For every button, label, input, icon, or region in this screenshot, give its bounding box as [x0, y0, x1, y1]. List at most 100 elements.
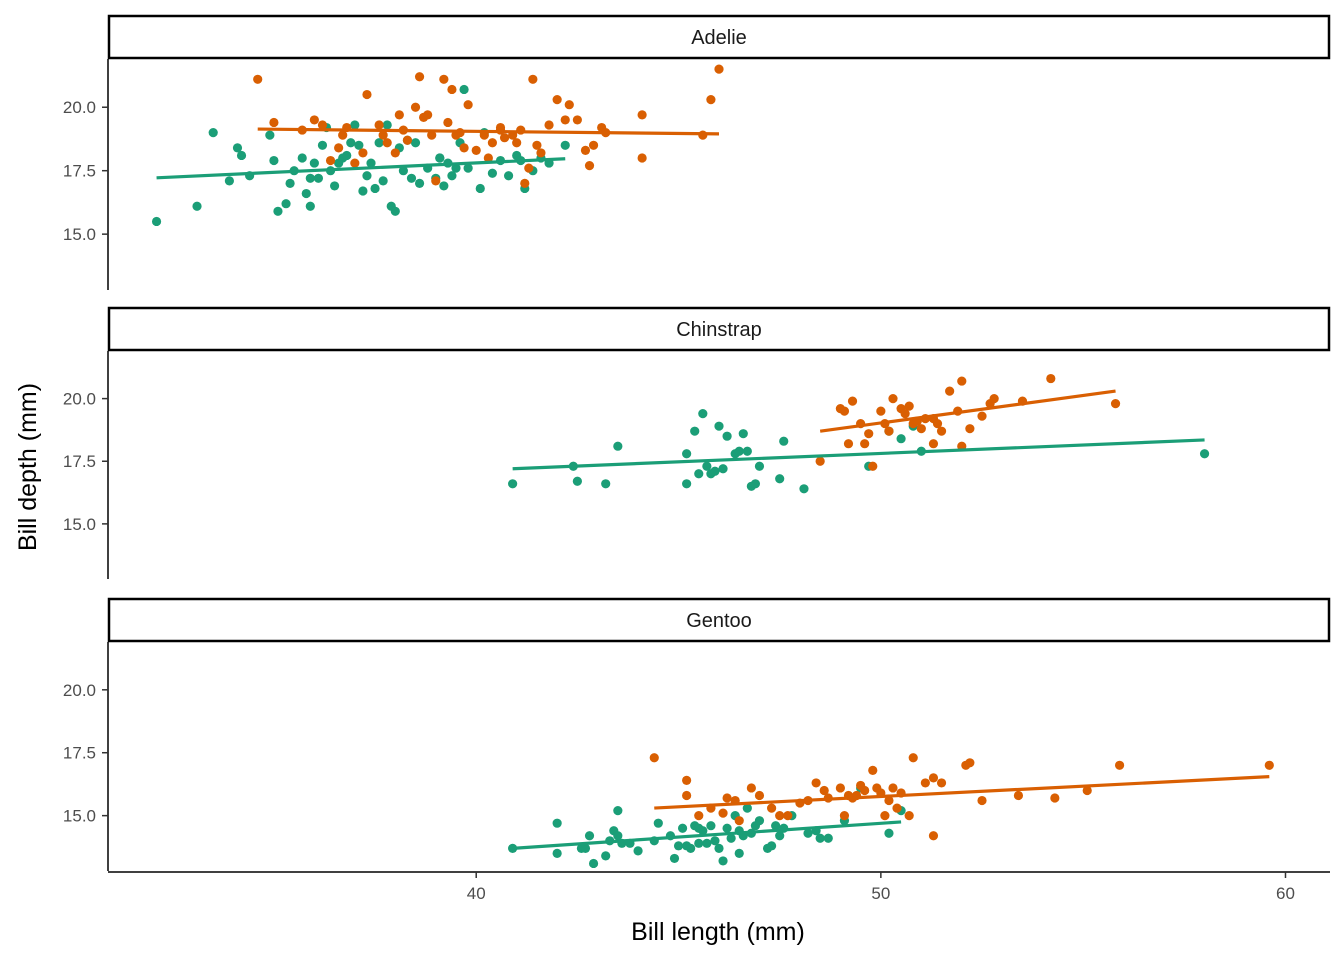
- trend-line: [819, 389, 1116, 433]
- panel-chinstrap: Chinstrap 15.0 17.5 20.0: [63, 306, 1331, 579]
- data-point: [524, 163, 534, 173]
- data-point: [682, 775, 692, 786]
- data-point: [928, 439, 939, 449]
- data-point: [503, 171, 514, 181]
- data-point: [888, 783, 898, 793]
- data-point: [771, 821, 781, 831]
- data-point: [945, 386, 955, 396]
- data-point: [439, 74, 449, 84]
- data-point: [309, 115, 319, 125]
- data-point: [370, 183, 380, 194]
- data-point: [580, 843, 591, 853]
- data-point: [888, 394, 898, 404]
- data-point: [965, 424, 975, 434]
- data-point: [552, 818, 562, 828]
- data-point: [499, 133, 510, 143]
- data-point: [317, 120, 328, 130]
- data-point: [779, 436, 789, 446]
- data-point: [564, 100, 574, 110]
- data-point: [965, 758, 975, 768]
- data-point: [710, 836, 720, 846]
- data-point: [382, 120, 392, 130]
- data-point: [714, 843, 724, 853]
- data-point: [342, 150, 352, 161]
- data-point: [718, 808, 728, 818]
- data-point: [815, 833, 825, 843]
- data-point: [742, 446, 752, 456]
- data-point: [714, 64, 724, 74]
- data-point: [936, 778, 947, 788]
- data-point: [613, 831, 623, 841]
- data-point: [572, 476, 582, 486]
- data-point: [414, 178, 425, 188]
- data-point: [151, 216, 162, 227]
- data-point: [767, 841, 777, 851]
- data-point: [819, 785, 829, 796]
- data-point: [884, 828, 894, 838]
- data-point: [508, 843, 518, 853]
- data-point: [313, 173, 324, 183]
- data-point: [977, 795, 987, 806]
- data-point: [896, 434, 906, 444]
- data-point: [718, 464, 728, 474]
- data-point: [459, 143, 469, 153]
- data-point: [932, 419, 943, 429]
- data-point: [775, 474, 785, 484]
- data-point: [864, 429, 874, 439]
- y-tick-label: 17.5: [63, 162, 96, 181]
- data-point: [839, 406, 850, 416]
- data-point: [880, 811, 890, 821]
- data-point: [754, 461, 765, 471]
- data-point: [269, 117, 279, 128]
- trend-line: [257, 127, 720, 136]
- data-point: [686, 843, 696, 853]
- data-point: [423, 110, 433, 120]
- data-point: [325, 155, 336, 166]
- data-point: [884, 426, 894, 436]
- data-point: [528, 74, 538, 84]
- data-point: [560, 140, 570, 150]
- data-point: [390, 148, 400, 158]
- data-point: [1013, 790, 1024, 801]
- data-point: [374, 120, 384, 130]
- data-point: [694, 811, 704, 821]
- data-point: [722, 431, 732, 441]
- trend-line: [654, 775, 1270, 810]
- data-point: [329, 181, 340, 191]
- y-tick-label: 20.0: [63, 681, 96, 700]
- data-point: [734, 446, 744, 456]
- data-point: [702, 838, 712, 848]
- data-point: [815, 456, 825, 466]
- data-point: [451, 163, 461, 173]
- data-point: [439, 181, 449, 191]
- data-point: [305, 173, 315, 183]
- y-axis-title: Bill depth (mm): [14, 383, 42, 551]
- data-point: [487, 168, 498, 178]
- data-point: [301, 188, 311, 199]
- data-point: [265, 130, 275, 140]
- y-tick-label: 17.5: [63, 452, 96, 471]
- data-point: [346, 138, 356, 148]
- data-point: [208, 128, 218, 138]
- data-point: [273, 206, 283, 216]
- data-point: [427, 130, 437, 140]
- data-point: [706, 95, 716, 105]
- data-point: [843, 439, 854, 449]
- facet-strip: [107, 306, 1331, 352]
- data-point: [285, 178, 295, 188]
- x-tick-label: 40: [467, 884, 486, 903]
- data-point: [297, 153, 307, 163]
- data-point: [475, 183, 485, 194]
- trend-line: [512, 438, 1205, 471]
- data-point: [775, 811, 785, 821]
- data-point: [588, 140, 599, 150]
- data-point: [358, 186, 368, 196]
- data-point: [580, 145, 591, 155]
- data-point: [269, 155, 279, 166]
- data-point: [224, 176, 234, 186]
- data-point: [767, 803, 777, 813]
- data-point: [775, 831, 785, 841]
- x-axis: 40 50 60: [108, 871, 1330, 903]
- facet-strip: [107, 597, 1331, 643]
- data-point: [1199, 449, 1210, 459]
